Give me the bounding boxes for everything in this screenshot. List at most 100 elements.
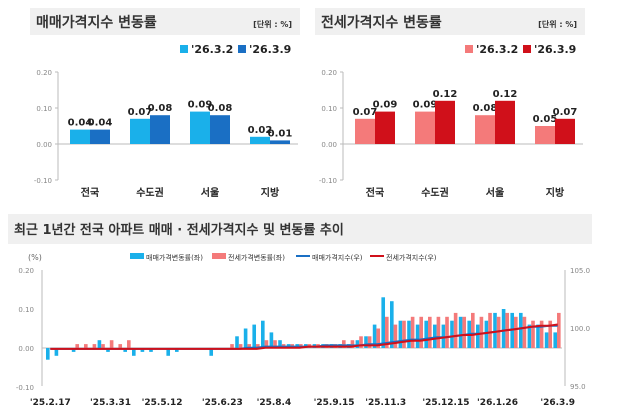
bar	[359, 336, 363, 348]
bar	[484, 320, 489, 348]
bar	[544, 332, 549, 348]
bar	[381, 297, 386, 348]
bar	[109, 340, 114, 348]
bar	[175, 348, 179, 352]
category-label: 수도권	[421, 187, 449, 199]
data-label: 0.12	[433, 89, 458, 100]
bar	[393, 324, 398, 348]
bottom-title-bar	[8, 214, 592, 244]
panel-title: 매매가격지수 변동률	[36, 14, 157, 31]
legend-swatch	[212, 253, 226, 259]
bar	[462, 316, 467, 348]
bar	[350, 340, 355, 348]
bar	[238, 344, 243, 348]
bar	[46, 348, 50, 360]
bar	[210, 115, 230, 144]
bar	[101, 344, 105, 348]
data-label: 0.09	[188, 100, 213, 111]
data-label: 0.08	[208, 103, 233, 114]
legend-swatch	[465, 45, 473, 53]
x-tick-label: '25.11.3	[365, 398, 406, 408]
bar	[501, 309, 506, 348]
bar	[372, 324, 377, 348]
data-label: 0.01	[268, 128, 293, 139]
bar	[376, 328, 381, 348]
y2-tick-label: 100.0	[570, 325, 590, 333]
bar	[130, 118, 150, 144]
bar	[264, 340, 269, 348]
bar	[475, 115, 495, 144]
y2-tick-label: 95.0	[570, 383, 586, 391]
x-tick-label: '25.3.31	[90, 398, 131, 408]
bar	[402, 320, 406, 348]
bar	[557, 312, 561, 348]
bar	[436, 316, 441, 348]
bar	[415, 324, 420, 348]
bar	[270, 140, 290, 144]
bar	[553, 332, 558, 348]
bar	[522, 316, 527, 348]
category-label: 지방	[261, 186, 280, 199]
data-label: 0.02	[248, 125, 273, 136]
bar	[166, 348, 171, 356]
bar	[514, 316, 518, 348]
bar	[450, 320, 454, 348]
bar	[273, 340, 277, 348]
y-tick-label: 0.10	[36, 105, 52, 113]
bar	[256, 344, 260, 348]
legend-swatch	[180, 45, 188, 53]
data-label: 0.08	[148, 103, 173, 114]
legend-swatch	[523, 45, 531, 53]
bar	[342, 340, 346, 348]
bar	[548, 320, 553, 348]
y-tick-label: -0.10	[34, 177, 52, 185]
bottom-title: 최근 1년간 전국 아파트 매매 · 전세가격지수 및 변동률 추이	[14, 222, 344, 238]
bar	[209, 348, 214, 356]
bar	[123, 348, 128, 352]
bar	[230, 344, 234, 348]
bar	[495, 100, 515, 144]
bar	[150, 115, 170, 144]
bar	[385, 316, 389, 348]
y2-tick-label: 105.0	[570, 267, 590, 275]
category-label: 수도권	[136, 187, 164, 199]
bar	[367, 336, 372, 348]
bar	[355, 340, 360, 348]
x-tick-label: '25.5.12	[142, 398, 183, 408]
bar	[531, 320, 535, 348]
legend-label: 매매가격변동률(좌)	[146, 253, 203, 262]
data-label: 0.05	[533, 114, 558, 125]
y-tick-label: 0.20	[321, 69, 337, 77]
legend-label: '26.3.9	[249, 43, 291, 56]
y-tick-label: 0.10	[18, 306, 34, 314]
bar	[90, 129, 110, 144]
legend-label: 전세가격변동률(좌)	[228, 253, 285, 262]
bar	[536, 324, 540, 348]
bar	[149, 348, 153, 352]
bar	[435, 100, 455, 144]
bar	[364, 336, 368, 348]
legend-label: '26.3.2	[476, 43, 518, 56]
unit-label: [단위 : %]	[538, 19, 577, 29]
bar	[555, 118, 575, 144]
bar	[479, 316, 484, 348]
bar	[54, 348, 59, 356]
data-label: 0.09	[373, 100, 398, 111]
bar	[476, 324, 480, 348]
bar	[118, 344, 123, 348]
bar	[398, 320, 403, 348]
y-tick-label: -0.10	[16, 384, 34, 392]
bar	[278, 340, 282, 348]
panel-title: 전세가격지수 변동률	[321, 14, 442, 31]
bar	[539, 320, 544, 348]
data-label: 0.07	[353, 107, 378, 118]
bar	[415, 111, 435, 144]
bar	[70, 129, 90, 144]
bar	[471, 312, 475, 348]
bar	[488, 312, 492, 348]
panel-title-bar	[30, 8, 300, 35]
bar	[247, 344, 252, 348]
legend-label: 매매가격지수(우)	[312, 253, 363, 262]
panel-title-bar	[315, 8, 585, 35]
